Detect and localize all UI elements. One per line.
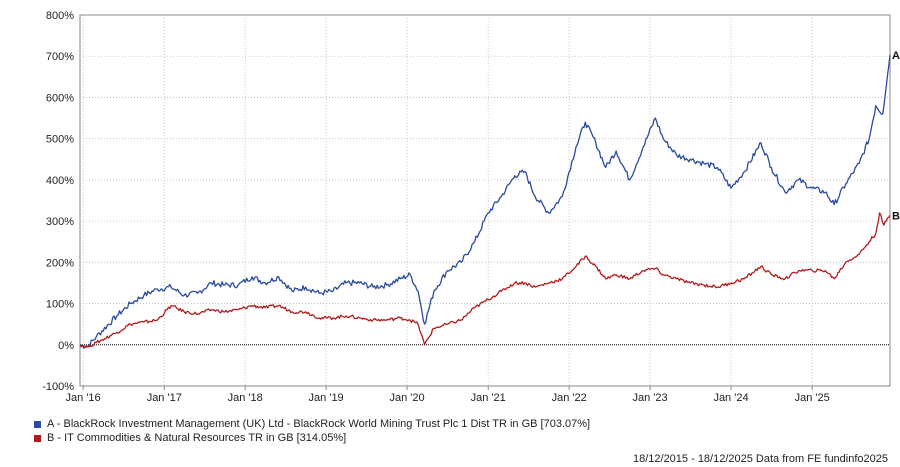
legend-label-a: A - BlackRock Investment Management (UK)… (47, 418, 591, 430)
x-tick-label: Jan '17 (147, 392, 182, 404)
legend-item-a: A - BlackRock Investment Management (UK)… (34, 417, 590, 431)
x-tick-label: Jan '20 (389, 392, 424, 404)
legend-swatch-b (34, 434, 41, 442)
legend-label-b: B - IT Commodities & Natural Resources T… (47, 432, 347, 444)
chart-footer: 18/12/2015 - 18/12/2025 Data from FE fun… (632, 453, 888, 465)
series-line-a (79, 54, 891, 349)
x-tick-label: Jan '19 (309, 392, 344, 404)
y-tick-label: 300% (46, 216, 74, 228)
series-end-labels: AB (892, 50, 900, 222)
grid-lines (79, 14, 891, 390)
y-axis-tick-labels: 800% 700% 600% 500% 400% 300% 200% 100% 0% -100% (42, 10, 74, 393)
x-tick-label: Jan '24 (713, 392, 748, 404)
x-tick-label: Jan '16 (66, 392, 101, 404)
line-chart: 800%700%600%500%400%300%200%100%0%-100% … (42, 10, 900, 404)
y-tick-label: 800% (46, 10, 74, 22)
x-tick-label: Jan '23 (633, 392, 668, 404)
y-tick-label: 600% (46, 92, 74, 104)
series-end-label-b: B (892, 210, 900, 222)
x-tick-label: Jan '25 (795, 392, 830, 404)
y-tick-label: -100% (42, 381, 74, 393)
legend-swatch-a (34, 420, 41, 428)
series-line-b (79, 212, 891, 349)
x-axis-tick-labels: Jan '16 Jan '17 Jan '18 Jan '19 Jan '20 Jan '… (66, 392, 830, 404)
legend: A - BlackRock Investment Management (UK)… (34, 417, 590, 445)
series-lines (79, 54, 891, 349)
x-tick-label: Jan '18 (228, 392, 263, 404)
series-end-label-a: A (892, 50, 900, 62)
y-tick-label: 700% (46, 51, 74, 63)
y-tick-label: 500% (46, 134, 74, 146)
y-tick-label: 400% (46, 175, 74, 187)
y-tick-label: 0% (58, 340, 74, 352)
legend-item-b: B - IT Commodities & Natural Resources T… (34, 431, 590, 445)
y-tick-label: 100% (46, 299, 74, 311)
x-tick-label: Jan '22 (552, 392, 587, 404)
x-tick-label: Jan '21 (471, 392, 506, 404)
plot-area-frame (79, 14, 891, 387)
y-tick-label: 200% (46, 257, 74, 269)
